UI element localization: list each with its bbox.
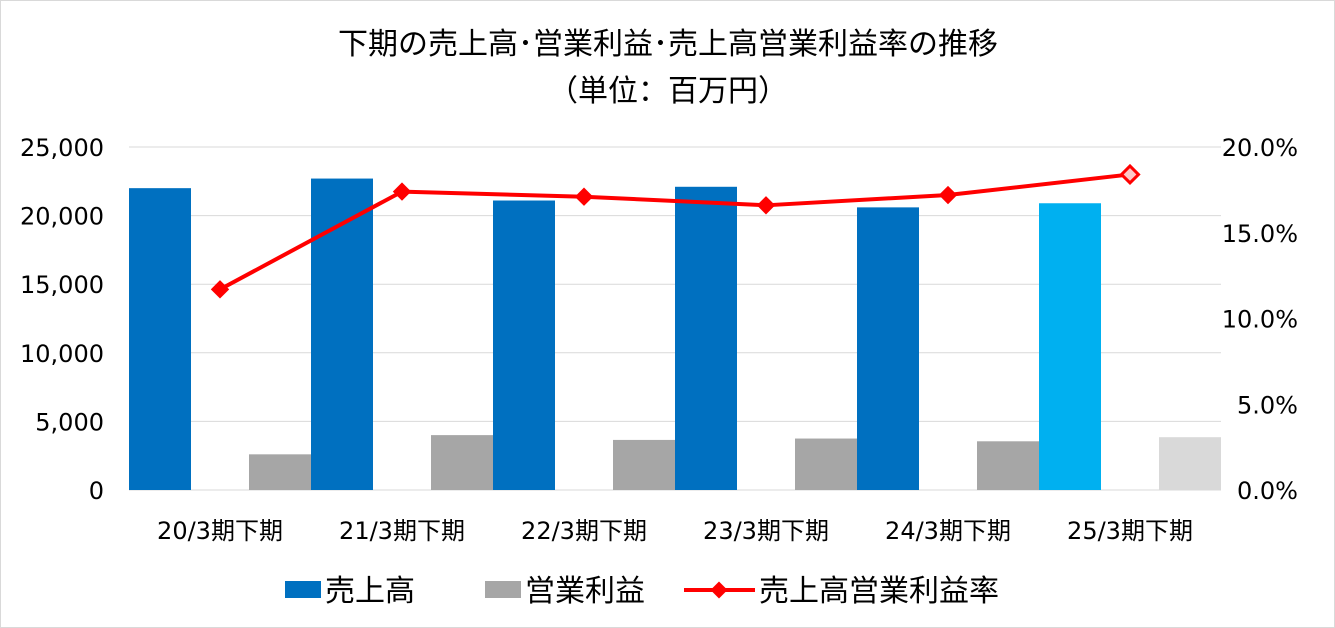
category-label: 21/3期下期	[339, 517, 465, 545]
line-operating-margin	[219, 172, 1131, 292]
bar-operating-profit	[795, 438, 857, 490]
y-left-tick-label: 5,000	[35, 408, 104, 436]
legend-label-operating-margin: 売上高営業利益率	[759, 574, 999, 609]
y-right-tick-label: 20.0%	[1222, 134, 1298, 162]
y-left-tick-label: 25,000	[20, 134, 104, 162]
category-label: 20/3期下期	[157, 517, 283, 545]
y-left-tick-label: 20,000	[20, 203, 104, 231]
bar-operating-profit	[977, 441, 1039, 490]
y-left-tick-label: 0	[89, 477, 104, 505]
bar-sales	[129, 188, 191, 490]
bar-sales	[493, 200, 555, 490]
category-label: 23/3期下期	[703, 517, 829, 545]
legend-label-sales: 売上高	[325, 574, 415, 609]
line-marker	[1119, 163, 1141, 186]
bar-sales	[857, 207, 919, 491]
y-right-tick-label: 15.0%	[1222, 220, 1298, 248]
category-label: 24/3期下期	[885, 517, 1011, 545]
y-right-tick-label: 0.0%	[1237, 477, 1298, 505]
line-marker	[392, 182, 412, 201]
bar-sales	[311, 178, 373, 490]
y-left-tick-label: 10,000	[20, 340, 104, 368]
bar-operating-profit	[249, 454, 311, 490]
line-marker	[938, 185, 958, 205]
legend: 売上高 営業利益 売上高営業利益率	[285, 574, 999, 609]
legend-swatch-operating-profit	[485, 581, 521, 598]
bar-sales	[1039, 203, 1101, 490]
y-right-tick-label: 10.0%	[1222, 306, 1298, 334]
line-marker	[756, 196, 776, 215]
bar-operating-profit	[431, 435, 493, 490]
chart-subtitle: （単位：百万円）	[548, 74, 788, 109]
line-marker	[210, 280, 230, 299]
chart-title: 下期の売上高･営業利益･売上高営業利益率の推移	[338, 27, 998, 62]
legend-swatch-sales	[285, 581, 321, 598]
y-left-tick-label: 15,000	[20, 271, 104, 299]
bar-operating-profit	[1159, 437, 1221, 490]
category-label: 22/3期下期	[521, 517, 647, 545]
right-axis: 0.0% 5.0% 10.0% 15.0% 20.0%	[1222, 134, 1298, 505]
line-series	[210, 163, 1141, 299]
line-marker	[574, 187, 594, 206]
bar-operating-profit	[613, 439, 675, 490]
legend-marker-operating-margin	[710, 581, 728, 599]
left-axis: 0 5,000 10,000 15,000 20,000 25,000	[20, 134, 104, 505]
y-right-tick-label: 5.0%	[1237, 391, 1298, 419]
category-axis: 20/3期下期 21/3期下期 22/3期下期 23/3期下期 24/3期下期 25/3期…	[157, 517, 1193, 545]
legend-label-operating-profit: 営業利益	[525, 574, 645, 609]
bars	[129, 178, 1221, 491]
bar-sales	[675, 186, 737, 490]
category-label: 25/3期下期	[1067, 517, 1193, 545]
